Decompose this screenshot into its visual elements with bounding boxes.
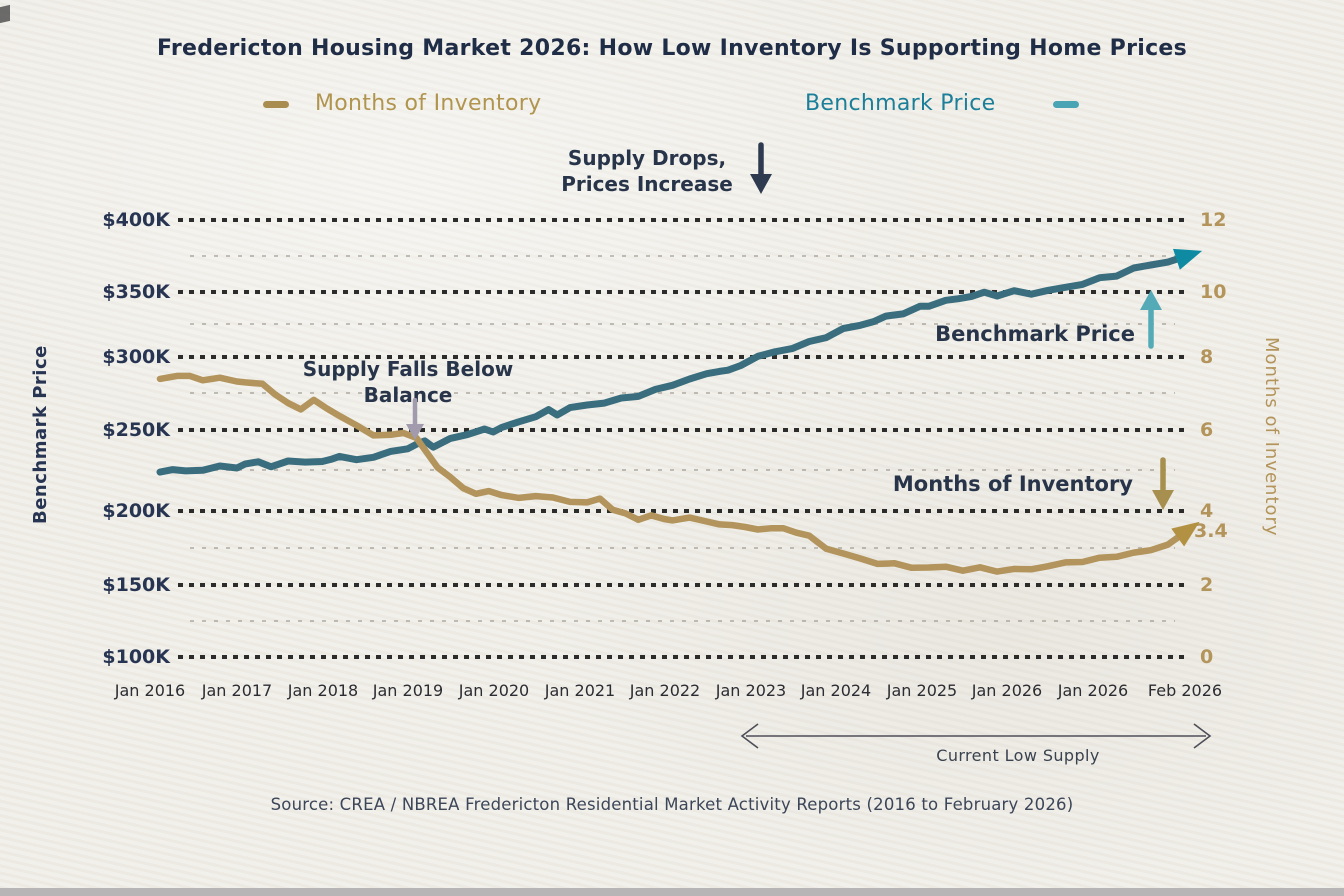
supply-drops-line2: Prices Increase — [561, 171, 733, 196]
page-title: Fredericton Housing Market 2026: How Low… — [156, 36, 1188, 61]
current-inventory-value: 3.4 — [1194, 520, 1228, 542]
gridline-350k — [178, 290, 1186, 294]
y-right-tick-6: 6 — [1200, 419, 1214, 441]
y-left-tick-300k: $300K — [102, 346, 170, 368]
tan-down-arrow-icon — [1152, 457, 1174, 510]
supply-drops-annotation: Supply Drops, Prices Increase — [527, 146, 767, 197]
x-tick-jan2025: Jan 2025 — [886, 681, 958, 700]
x-tick-jan2024: Jan 2024 — [800, 681, 872, 700]
x-tick-jan2026a: Jan 2026 — [971, 681, 1043, 700]
y-axis-title-left: Benchmark Price — [30, 345, 51, 525]
minor-gridline — [190, 620, 1175, 622]
benchmark-price-annotation: Benchmark Price — [935, 322, 1135, 346]
source-attribution: Source: CREA / NBREA Fredericton Residen… — [270, 795, 1074, 814]
supply-falls-line2: Balance — [363, 382, 453, 407]
y-right-tick-0: 0 — [1200, 646, 1214, 668]
y-left-tick-150k: $150K — [102, 574, 170, 596]
x-tick-jan2023: Jan 2023 — [715, 681, 787, 700]
minor-gridline — [190, 255, 1175, 257]
gray-down-arrow-icon — [406, 398, 424, 440]
y-right-tick-8: 8 — [1200, 346, 1214, 368]
y-left-tick-350k: $350K — [102, 281, 170, 303]
gridline-400k — [178, 218, 1186, 222]
x-tick-jan2017: Jan 2017 — [201, 681, 273, 700]
x-tick-jan2018: Jan 2018 — [287, 681, 359, 700]
current-low-supply-label: Current Low Supply — [936, 746, 1100, 765]
x-tick-jan2020: Jan 2020 — [458, 681, 530, 700]
y-right-tick-12: 12 — [1200, 209, 1227, 231]
paper-corner-mark — [0, 4, 10, 24]
dark-down-arrow-icon — [750, 142, 772, 194]
double-headed-arrow-icon — [740, 723, 1212, 749]
paper-bottom-edge — [0, 888, 1344, 896]
gridline-200k — [178, 509, 1186, 513]
y-left-tick-100k: $100K — [102, 646, 170, 668]
x-tick-feb2026: Feb 2026 — [1147, 681, 1223, 700]
gridline-100k — [178, 655, 1186, 659]
price-legend-label: Benchmark Price — [805, 91, 996, 116]
y-right-tick-4: 4 — [1200, 500, 1214, 522]
supply-falls-annotation: Supply Falls Below Balance — [288, 357, 528, 408]
y-right-tick-2: 2 — [1200, 574, 1214, 596]
minor-gridline — [190, 547, 1175, 549]
inventory-legend-label: Months of Inventory — [315, 91, 542, 116]
y-right-tick-10: 10 — [1200, 281, 1227, 303]
x-tick-jan2016: Jan 2016 — [114, 681, 186, 700]
x-tick-jan2019: Jan 2019 — [372, 681, 444, 700]
y-left-tick-200k: $200K — [102, 500, 170, 522]
price-legend-swatch — [1053, 101, 1079, 108]
x-tick-jan2022: Jan 2022 — [629, 681, 701, 700]
gridline-250k — [178, 428, 1186, 432]
months-inventory-annotation: Months of Inventory — [892, 472, 1133, 496]
teal-up-arrow-icon — [1140, 290, 1162, 349]
y-axis-title-right: Months of Inventory — [1261, 337, 1282, 537]
benchmark-price-arrowhead-icon — [1173, 248, 1203, 270]
supply-falls-line1: Supply Falls Below — [302, 357, 514, 381]
x-tick-jan2021: Jan 2021 — [544, 681, 616, 700]
inventory-legend-swatch — [263, 101, 289, 108]
y-left-tick-400k: $400K — [102, 209, 170, 231]
supply-drops-line1: Supply Drops, — [567, 146, 727, 170]
x-tick-jan2026b: Jan 2026 — [1057, 681, 1129, 700]
y-left-tick-250k: $250K — [102, 419, 170, 441]
gridline-150k — [178, 583, 1186, 587]
